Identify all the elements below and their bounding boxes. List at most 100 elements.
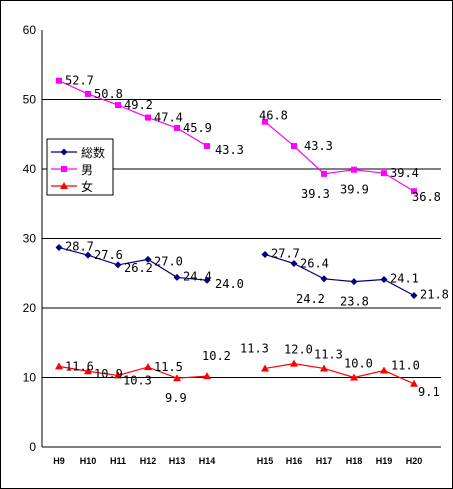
series-3	[55, 359, 418, 387]
y-tick-label: 10	[23, 371, 37, 385]
data-point	[173, 374, 181, 382]
data-point	[55, 362, 63, 370]
legend-marker	[61, 166, 67, 172]
data-point	[84, 367, 92, 375]
x-tick-label: H9	[53, 456, 65, 466]
legend-item: 総数	[51, 145, 105, 160]
y-tick-label: 50	[23, 93, 37, 107]
data-label: 28.7	[65, 240, 94, 254]
x-tick-label: H15	[257, 456, 274, 466]
x-tick-label: H12	[140, 456, 157, 466]
data-label: 23.8	[340, 295, 369, 309]
x-tick-label: H10	[80, 456, 97, 466]
x-tick-label: H18	[346, 456, 363, 466]
data-point	[261, 250, 269, 258]
data-point	[145, 114, 151, 121]
data-label: 46.8	[259, 109, 288, 123]
data-point	[350, 278, 358, 286]
series-line	[58, 80, 208, 147]
x-tick-label: H11	[110, 456, 126, 466]
data-label: 24.0	[215, 277, 244, 291]
data-label: 24.2	[296, 292, 325, 306]
data-label: 11.6	[65, 359, 94, 373]
data-label: 24.4	[183, 269, 212, 283]
data-label: 52.7	[65, 74, 94, 88]
series-2	[56, 77, 417, 195]
data-label: 21.8	[420, 287, 449, 301]
data-label: 10.2	[202, 349, 231, 363]
data-point	[410, 291, 418, 299]
data-label: 50.8	[94, 87, 123, 101]
gridlines	[42, 99, 441, 378]
y-tick-label: 20	[23, 301, 37, 315]
legend-label: 男	[81, 163, 93, 177]
data-point	[114, 371, 122, 379]
data-point	[290, 359, 298, 367]
data-point	[380, 366, 388, 374]
data-point	[381, 170, 387, 177]
data-label: 11.0	[391, 359, 420, 373]
data-label: 39.9	[340, 183, 369, 197]
y-tick-labels: 0 10 20 30 40 50 60	[23, 23, 37, 454]
data-label: 27.7	[271, 246, 300, 260]
data-point	[174, 124, 180, 131]
data-labels: 28.727.626.2 27.024.424.0 27.726.4 24.2 23.8…	[65, 74, 449, 405]
series-line	[264, 121, 415, 192]
data-point	[411, 188, 417, 195]
y-tick-label: 40	[23, 162, 37, 176]
data-label: 9.9	[165, 391, 187, 405]
data-label: 11.3	[240, 341, 269, 355]
y-tick-label: 60	[23, 23, 37, 37]
y-tick-label: 30	[23, 232, 37, 246]
data-point	[203, 372, 211, 380]
data-point	[173, 273, 181, 281]
data-point	[262, 118, 268, 125]
legend-label: 女	[81, 179, 93, 194]
data-point	[114, 261, 122, 269]
data-point	[56, 77, 62, 84]
data-label: 43.3	[215, 143, 244, 157]
series-line	[264, 253, 415, 297]
legend-item: 女	[51, 179, 93, 194]
series-1	[55, 244, 418, 299]
data-label: 12.0	[284, 343, 313, 357]
data-label: 45.9	[183, 121, 212, 135]
data-point	[291, 143, 297, 150]
series-line	[264, 362, 415, 385]
data-label: 10.0	[344, 357, 373, 371]
x-tick-label: H17	[316, 456, 333, 466]
legend-item: 男	[51, 163, 93, 177]
data-point	[203, 276, 211, 284]
legend-marker	[60, 182, 68, 189]
data-label: 10.9	[94, 367, 123, 381]
data-point	[84, 251, 92, 259]
data-label: 49.2	[124, 98, 153, 112]
x-tick-labels: H9 H10 H11 H12 H13 H14 H15 H16 H17 H18 H19 H20	[53, 456, 422, 466]
data-point	[144, 255, 152, 263]
data-point	[321, 170, 327, 177]
legend-marker	[60, 148, 68, 156]
data-point	[320, 275, 328, 283]
data-label: 11.5	[154, 360, 183, 374]
data-label: 26.2	[124, 261, 153, 275]
y-tick-label: 0	[29, 440, 36, 454]
data-label: 47.4	[154, 111, 183, 125]
data-label: 24.1	[390, 272, 419, 286]
data-label: 9.1	[418, 385, 440, 399]
data-label: 26.4	[300, 257, 329, 271]
data-point	[115, 102, 121, 109]
data-point	[261, 364, 269, 372]
data-point	[380, 276, 388, 284]
data-point	[144, 363, 152, 371]
data-point	[290, 260, 298, 268]
x-tick-label: H13	[169, 456, 186, 466]
data-point	[350, 373, 358, 381]
data-point	[410, 379, 418, 387]
data-label: 36.8	[412, 190, 441, 204]
x-tick-label: H14	[199, 456, 216, 466]
data-label: 43.3	[304, 139, 333, 153]
